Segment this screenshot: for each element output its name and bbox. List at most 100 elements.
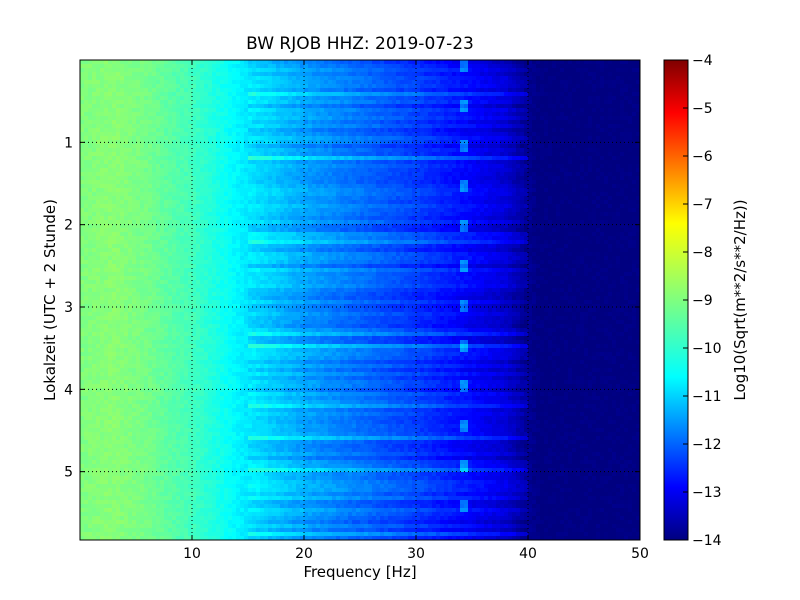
heatmap-cell <box>244 192 249 197</box>
heatmap-cell <box>380 180 385 185</box>
heatmap-cell <box>528 168 533 173</box>
heatmap-cell <box>324 112 329 117</box>
heatmap-cell <box>244 96 249 101</box>
heatmap-cell <box>460 136 465 141</box>
heatmap-cell <box>536 64 541 69</box>
heatmap-cell <box>216 148 221 153</box>
heatmap-cell <box>420 72 425 77</box>
heatmap-cell <box>368 132 373 137</box>
heatmap-cell <box>452 184 457 189</box>
heatmap-cell <box>368 72 373 77</box>
heatmap-cell <box>604 68 609 73</box>
heatmap-cell <box>404 72 409 77</box>
heatmap-cell <box>156 152 161 157</box>
heatmap-cell <box>308 60 313 65</box>
heatmap-cell <box>248 192 253 197</box>
heatmap-cell <box>184 72 189 77</box>
heatmap-cell <box>232 68 237 73</box>
heatmap-cell <box>400 176 405 181</box>
heatmap-cell <box>476 184 481 189</box>
heatmap-cell <box>356 124 361 129</box>
heatmap-cell <box>316 164 321 169</box>
heatmap-cell <box>344 60 349 65</box>
heatmap-cell <box>224 132 229 137</box>
heatmap-cell <box>212 164 217 169</box>
heatmap-cell <box>168 64 173 69</box>
heatmap-cell <box>572 80 577 85</box>
heatmap-cell <box>220 180 225 185</box>
heatmap-cell <box>204 176 209 181</box>
heatmap-cell <box>280 60 285 65</box>
heatmap-cell <box>552 180 557 185</box>
heatmap-cell <box>456 136 461 141</box>
heatmap-cell <box>284 76 289 81</box>
heatmap-cell <box>192 160 197 165</box>
heatmap-cell <box>268 60 273 65</box>
heatmap-cell <box>524 96 529 101</box>
heatmap-cell <box>116 168 121 173</box>
heatmap-cell <box>252 164 257 169</box>
heatmap-cell <box>160 60 165 65</box>
heatmap-cell <box>532 84 537 89</box>
heatmap-cell <box>392 164 397 169</box>
heatmap-cell <box>128 96 133 101</box>
heatmap-cell <box>128 100 133 105</box>
heatmap-cell <box>500 164 505 169</box>
heatmap-cell <box>276 120 281 125</box>
heatmap-cell <box>120 164 125 169</box>
heatmap-cell <box>404 124 409 129</box>
heatmap-cell <box>148 164 153 169</box>
heatmap-cell <box>188 104 193 109</box>
heatmap-cell <box>80 76 85 81</box>
heatmap-cell <box>452 152 457 157</box>
heatmap-cell <box>396 68 401 73</box>
heatmap-cell <box>480 132 485 137</box>
heatmap-cell <box>132 92 137 97</box>
heatmap-cell <box>440 64 445 69</box>
heatmap-cell <box>84 124 89 129</box>
heatmap-cell <box>300 144 305 149</box>
heatmap-cell <box>368 200 373 205</box>
heatmap-cell <box>392 172 397 177</box>
heatmap-cell <box>236 76 241 81</box>
heatmap-cell <box>424 148 429 153</box>
heatmap-cell <box>152 80 157 85</box>
heatmap-cell <box>240 68 245 73</box>
heatmap-cell <box>588 92 593 97</box>
heatmap-cell <box>552 192 557 197</box>
heatmap-cell <box>460 200 465 205</box>
heatmap-cell <box>256 116 261 121</box>
heatmap-cell <box>156 92 161 97</box>
heatmap-cell <box>504 76 509 81</box>
heatmap-cell <box>508 112 513 117</box>
heatmap-cell <box>136 192 141 197</box>
heatmap-cell <box>264 112 269 117</box>
heatmap-cell <box>588 72 593 77</box>
heatmap-cell <box>312 76 317 81</box>
heatmap-cell <box>536 176 541 181</box>
heatmap-cell <box>176 88 181 93</box>
heatmap-cell <box>588 172 593 177</box>
heatmap-cell <box>468 64 473 69</box>
heatmap-cell <box>460 164 465 169</box>
heatmap-cell <box>472 140 477 145</box>
heatmap-cell <box>84 92 89 97</box>
heatmap-cell <box>92 76 97 81</box>
heatmap-cell <box>536 76 541 81</box>
heatmap-cell <box>320 168 325 173</box>
heatmap-cell <box>496 60 501 65</box>
heatmap-cell <box>316 184 321 189</box>
heatmap-cell <box>448 84 453 89</box>
heatmap-cell <box>504 164 509 169</box>
heatmap-cell <box>104 120 109 125</box>
heatmap-cell <box>236 104 241 109</box>
heatmap-cell <box>592 192 597 197</box>
heatmap-cell <box>532 144 537 149</box>
heatmap-cell <box>272 172 277 177</box>
heatmap-cell <box>468 140 473 145</box>
heatmap-cell <box>140 128 145 133</box>
heatmap-cell <box>544 180 549 185</box>
heatmap-cell <box>532 136 537 141</box>
heatmap-cell <box>564 144 569 149</box>
heatmap-cell <box>256 96 261 101</box>
